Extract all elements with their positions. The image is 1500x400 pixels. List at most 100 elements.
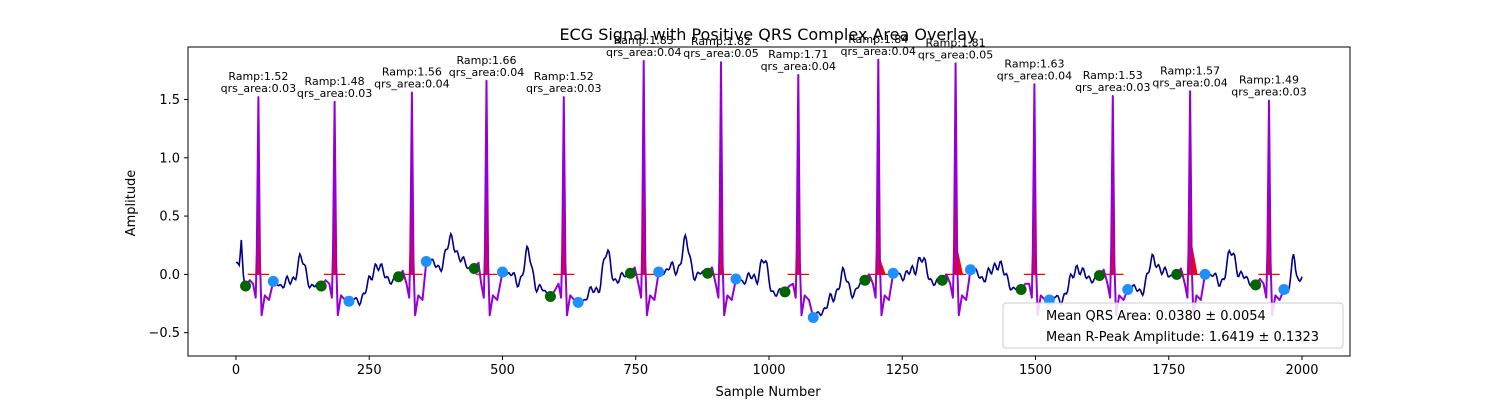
y-tick-label: −0.5 <box>148 326 180 341</box>
qrs-area-label: qrs_area:0.03 <box>1075 81 1150 94</box>
ecg-signal-segment <box>658 232 709 282</box>
qrs-area-label: qrs_area:0.04 <box>606 46 681 59</box>
qrs-onset-marker <box>393 271 405 283</box>
qrs-onset-marker <box>859 274 871 286</box>
qrs-offset-marker <box>267 275 279 287</box>
qrs-complex-trace <box>1020 83 1050 317</box>
ecg-signal-segment <box>348 262 399 307</box>
ecg-signal-segment <box>273 251 322 290</box>
qrs-onset-marker <box>936 274 948 286</box>
x-tick-label: 2000 <box>1285 363 1318 378</box>
x-tick-label: 500 <box>490 363 515 378</box>
qrs-offset-marker <box>730 273 742 285</box>
ecg-signal-segment <box>1048 264 1100 306</box>
qrs-onset-marker <box>1250 279 1262 291</box>
y-tick-label: 1.0 <box>159 151 180 166</box>
r-amplitude-label: Ramp:1.53 <box>1083 69 1143 82</box>
qrs-complex-trace <box>320 100 350 317</box>
x-tick-label: 250 <box>357 363 382 378</box>
r-amplitude-label: Ramp:1.52 <box>228 70 288 83</box>
qrs-area-label: qrs_area:0.04 <box>761 60 836 73</box>
qrs-area-label: qrs_area:0.04 <box>997 69 1072 82</box>
x-tick-label: 1250 <box>886 363 919 378</box>
qrs-area-label: qrs_area:0.03 <box>221 82 296 95</box>
ecg-signal-segment <box>235 239 247 287</box>
qrs-onset-marker <box>468 263 480 275</box>
ecg-signal-segment <box>735 258 786 297</box>
qrs-area-label: qrs_area:0.04 <box>1152 76 1227 89</box>
ecg-signal-segment <box>577 248 631 304</box>
qrs-onset-marker <box>779 286 791 298</box>
qrs-offset-marker <box>1199 268 1211 280</box>
ecg-signal-segment <box>970 260 1022 292</box>
qrs-onset-marker <box>1015 284 1027 296</box>
qrs-onset-marker <box>624 267 636 279</box>
qrs-complex-trace <box>549 96 579 317</box>
qrs-area-label: qrs_area:0.03 <box>526 82 601 95</box>
marker-layer <box>240 256 1290 324</box>
r-amplitude-label: Ramp:1.48 <box>305 75 365 88</box>
chart-title: ECG Signal with Positive QRS Complex Are… <box>559 25 976 44</box>
legend: Mean QRS Area: 0.0380 ± 0.0054 Mean R-Pe… <box>1002 302 1344 349</box>
qrs-onset-marker <box>702 267 714 279</box>
qrs-area-label: qrs_area:0.05 <box>918 48 993 61</box>
r-amplitude-label: Ramp:1.49 <box>1239 74 1299 87</box>
qrs-area-label: qrs_area:0.04 <box>841 45 916 58</box>
qrs-complex-trace <box>244 96 275 317</box>
r-amplitude-label: Ramp:1.71 <box>768 48 828 61</box>
qrs-offset-marker <box>807 312 819 324</box>
x-tick-label: 1750 <box>1152 363 1185 378</box>
qrs-offset-marker <box>572 296 584 308</box>
qrs-offset-marker <box>653 266 665 278</box>
qrs-onset-marker <box>1093 270 1105 282</box>
qrs-offset-marker <box>1122 284 1134 296</box>
qrs-onset-marker <box>240 280 252 292</box>
qrs-area-label: qrs_area:0.05 <box>683 47 758 60</box>
axes-layer: 0 250 500 750 1000 1250 1500 1750 2000 −0.5 0.0 0.5… <box>148 46 1351 378</box>
ecg-signal-segment <box>812 265 866 319</box>
qrs-offset-marker <box>964 264 976 276</box>
qrs-area-label: qrs_area:0.03 <box>1231 86 1306 99</box>
r-amplitude-label: Ramp:1.56 <box>382 65 442 78</box>
qrs-offset-marker <box>1278 284 1290 296</box>
r-amplitude-label: Ramp:1.52 <box>534 70 594 83</box>
qrs-area-label: qrs_area:0.04 <box>449 66 524 79</box>
qrs-complex-trace <box>1254 99 1285 317</box>
qrs-offset-marker <box>420 256 432 268</box>
x-tick-label: 750 <box>623 363 648 378</box>
y-tick-label: 1.5 <box>159 93 180 108</box>
qrs-complex-trace <box>941 62 972 317</box>
annotation-layer: Ramp:1.52qrs_area:0.03Ramp:1.48qrs_area:… <box>221 33 1307 100</box>
ecg-signal-segment <box>426 231 475 274</box>
legend-entry-mean-qrs-area: Mean QRS Area: 0.0380 ± 0.0054 <box>1046 309 1266 324</box>
y-axis-label: Amplitude <box>124 170 139 237</box>
ecg-signal-segment <box>1127 253 1178 298</box>
qrs-onset-marker <box>544 291 556 303</box>
qrs-complex-trace <box>473 79 504 317</box>
r-amplitude-label: Ramp:1.81 <box>926 36 986 49</box>
qrs-offset-marker <box>887 267 899 279</box>
y-tick-label: 0.0 <box>159 268 180 283</box>
ecg-signal-segment <box>892 256 943 287</box>
x-tick-label: 1500 <box>1019 363 1052 378</box>
qrs-onset-marker <box>1171 268 1183 280</box>
qrs-complex-trace <box>397 91 428 317</box>
x-axis-label: Sample Number <box>715 385 821 400</box>
r-amplitude-label: Ramp:1.57 <box>1160 64 1220 77</box>
ecg-signal-segment <box>501 244 551 298</box>
qrs-complex-trace <box>1175 90 1206 317</box>
legend-box <box>1002 302 1344 349</box>
qrs-segment-layer <box>244 58 1285 318</box>
qrs-complex-trace <box>864 58 895 317</box>
r-amplitude-label: Ramp:1.83 <box>614 34 674 47</box>
qrs-offset-marker <box>343 295 355 307</box>
x-tick-label: 0 <box>232 363 240 378</box>
qrs-offset-marker <box>496 266 508 278</box>
qrs-complex-trace <box>1098 95 1129 317</box>
qrs-complex-trace <box>706 61 737 317</box>
r-amplitude-label: Ramp:1.84 <box>848 33 908 46</box>
legend-entry-mean-r-peak: Mean R-Peak Amplitude: 1.6419 ± 0.1323 <box>1046 330 1319 345</box>
y-tick-label: 0.5 <box>159 210 180 225</box>
qrs-onset-marker <box>315 280 327 292</box>
